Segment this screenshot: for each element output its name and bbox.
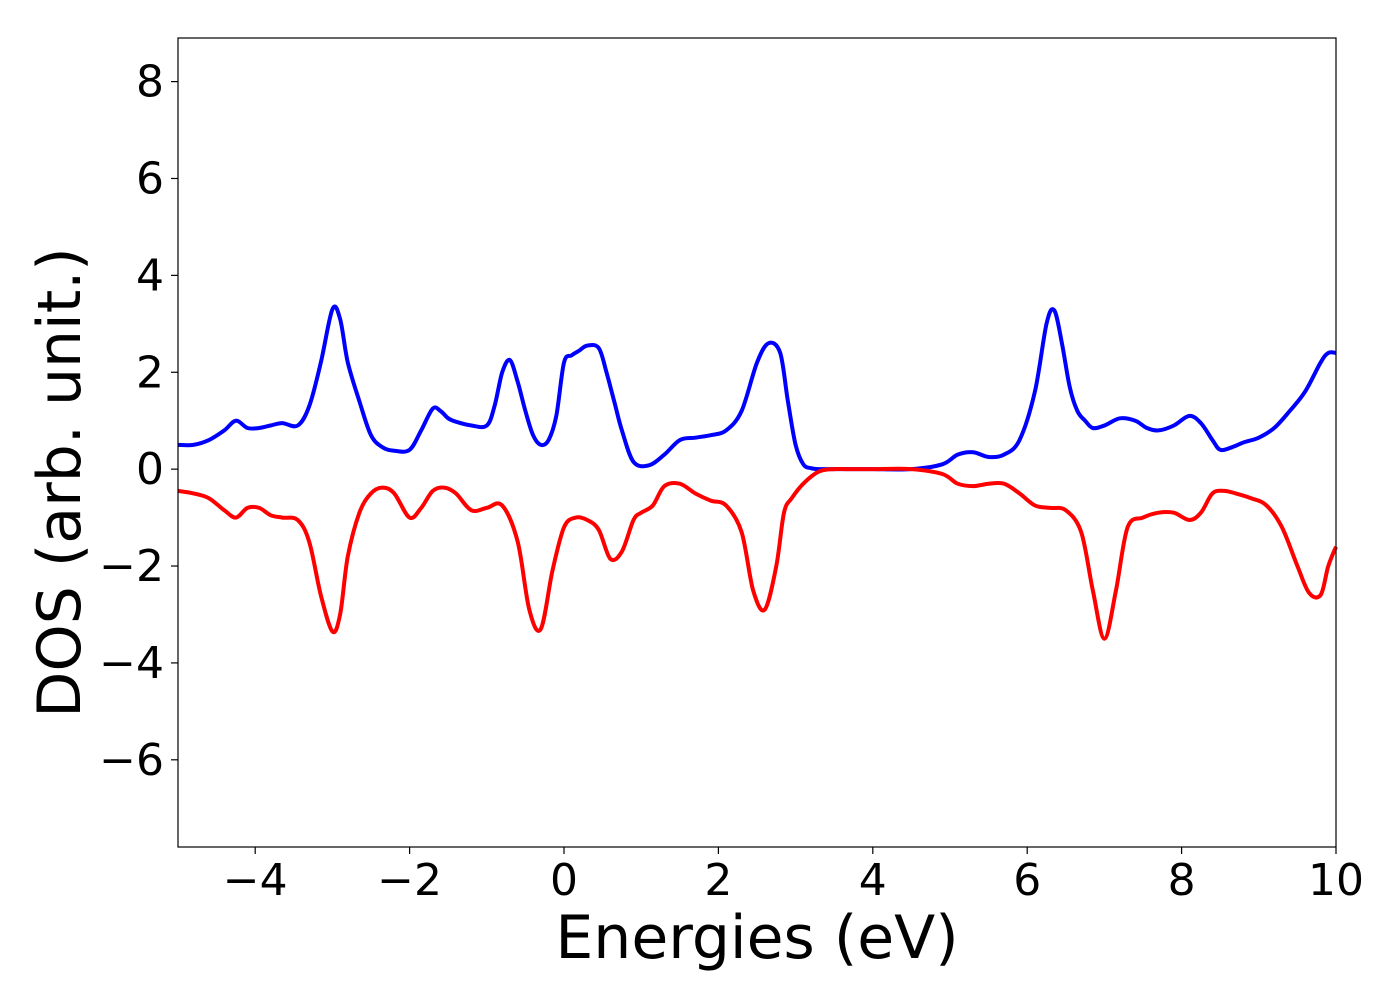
y-tick-label: 0 [136,444,164,495]
y-tick-label: −4 [99,638,164,689]
y-tick-label: 6 [136,153,164,204]
y-tick-label: −2 [99,541,164,592]
y-tick-label: 2 [136,347,164,398]
y-axis-label: DOS (arb. unit.) [25,247,95,717]
series-line-red [177,466,1338,641]
x-tick-label: 4 [859,855,887,906]
y-tick-label: 8 [136,57,164,108]
plot-frame [177,37,1337,848]
x-axis: −4 −2 0 2 4 6 8 10 [223,847,1364,906]
y-axis: −6 −4 −2 0 2 4 6 8 [99,57,178,786]
x-tick-label: 2 [704,855,732,906]
x-tick-label: −2 [377,855,442,906]
series-layer [177,304,1338,641]
x-axis-label: Energies (eV) [555,903,958,973]
x-tick-label: 10 [1308,855,1364,906]
x-tick-label: 8 [1168,855,1196,906]
x-tick-label: −4 [223,855,288,906]
y-tick-label: −6 [99,735,164,786]
x-tick-label: 0 [550,855,578,906]
x-tick-label: 6 [1013,855,1041,906]
series-line-blue [177,304,1337,472]
y-tick-label: 4 [136,250,164,301]
